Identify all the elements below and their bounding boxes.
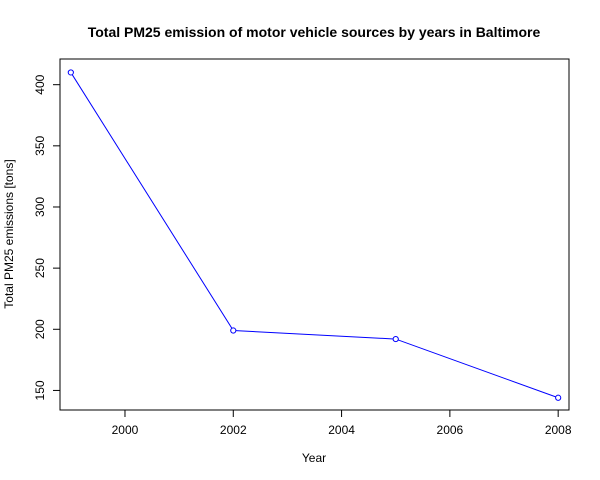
x-tick-label: 2006	[437, 423, 464, 437]
series-line	[70, 72, 559, 399]
chart-title: Total PM25 emission of motor vehicle sou…	[88, 24, 541, 40]
data-point	[67, 69, 74, 76]
y-tick-label: 300	[33, 197, 47, 217]
y-tick-label: 400	[33, 74, 47, 94]
x-axis-label: Year	[302, 451, 326, 465]
y-axis-label: Total PM25 emissions [tons]	[2, 159, 16, 308]
y-tick-label: 250	[33, 258, 47, 278]
x-tick-label: 2000	[112, 423, 139, 437]
y-tick-label: 350	[33, 136, 47, 156]
x-tick-label: 2004	[328, 423, 355, 437]
series-layer	[67, 69, 562, 401]
x-tick-label: 2002	[220, 423, 247, 437]
data-point	[392, 335, 399, 343]
data-point	[230, 327, 237, 334]
plot-frame	[59, 58, 570, 411]
y-tick-label: 150	[33, 380, 47, 400]
x-axis: 2000 2002 2004 2006 2008	[112, 409, 572, 437]
data-point	[555, 394, 562, 401]
y-axis: 150 200 250 300 350 400	[33, 74, 61, 400]
y-tick-label: 200	[33, 319, 47, 339]
x-tick-label: 2008	[545, 423, 572, 437]
